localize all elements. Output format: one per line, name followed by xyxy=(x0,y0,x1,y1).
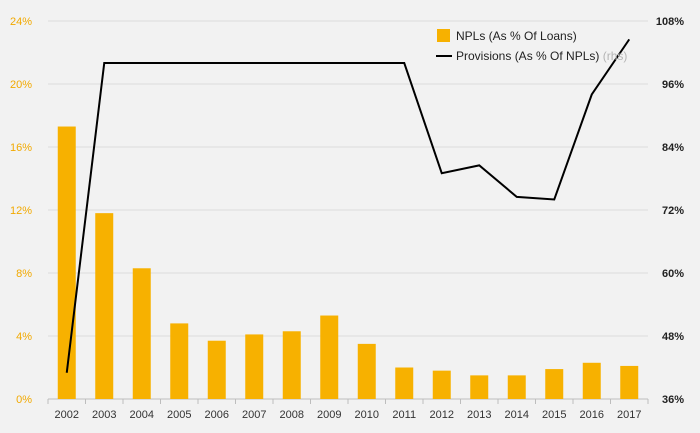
left-tick-label: 20% xyxy=(10,79,32,91)
right-tick-label: 72% xyxy=(662,205,684,217)
legend: NPLs (As % Of Loans) Provisions (As % Of… xyxy=(436,29,627,63)
left-tick-label: 16% xyxy=(10,142,32,154)
x-tick-label: 2014 xyxy=(505,409,529,421)
npl-bar xyxy=(57,126,76,400)
x-tick-label: 2016 xyxy=(580,409,604,421)
npl-bar xyxy=(170,323,189,399)
right-axis: 36% 48% 60% 72% 84% 96% 108% xyxy=(656,16,684,406)
npl-bar xyxy=(282,331,301,399)
npl-bar xyxy=(245,334,264,399)
x-tick-label: 2008 xyxy=(280,409,304,421)
left-tick-label: 8% xyxy=(16,268,32,280)
x-tick-label: 2003 xyxy=(92,409,116,421)
legend-label-provisions: Provisions (As % Of NPLs) (rhs) xyxy=(456,49,627,63)
x-tick-label: 2012 xyxy=(430,409,454,421)
npl-bar xyxy=(132,268,151,399)
npl-bar xyxy=(95,213,114,399)
right-tick-label: 36% xyxy=(662,394,684,406)
right-tick-label: 108% xyxy=(656,16,684,28)
left-axis: 0% 4% 8% 12% 16% 20% 24% xyxy=(10,16,32,406)
npl-bar xyxy=(507,375,526,399)
npl-bar xyxy=(545,369,564,399)
legend-label-npl: NPLs (As % Of Loans) xyxy=(456,29,577,43)
legend-swatch-npl xyxy=(437,29,450,42)
right-tick-label: 60% xyxy=(662,268,684,280)
x-tick-label: 2010 xyxy=(355,409,379,421)
x-tick-label: 2015 xyxy=(542,409,566,421)
npl-bar xyxy=(470,375,489,399)
right-tick-label: 96% xyxy=(662,79,684,91)
npl-bar xyxy=(582,362,601,399)
provisions-line-series xyxy=(65,38,631,373)
npl-bar xyxy=(207,340,226,399)
legend-label-provisions-rhs: (rhs) xyxy=(603,49,628,63)
x-tick-label: 2009 xyxy=(317,409,341,421)
npl-bar xyxy=(320,315,339,399)
x-tick-label: 2006 xyxy=(205,409,229,421)
legend-label-provisions-name: Provisions (As % Of NPLs) xyxy=(456,49,599,63)
x-tick-label: 2007 xyxy=(242,409,266,421)
x-tick-label: 2004 xyxy=(130,409,154,421)
left-tick-label: 0% xyxy=(16,394,32,406)
x-axis: 2002 2003 2004 2005 2006 2007 2008 2009 2010 2011… xyxy=(47,399,649,421)
x-tick-label: 2017 xyxy=(617,409,641,421)
npl-bar xyxy=(395,367,414,399)
x-tick-label: 2002 xyxy=(55,409,79,421)
left-tick-label: 24% xyxy=(10,16,32,28)
provisions-line xyxy=(65,38,631,373)
npl-bar xyxy=(432,370,451,399)
right-tick-label: 48% xyxy=(662,331,684,343)
npl-bar xyxy=(357,343,376,399)
x-tick-label: 2013 xyxy=(467,409,491,421)
x-tick-label: 2005 xyxy=(167,409,191,421)
left-tick-label: 4% xyxy=(16,331,32,343)
right-tick-label: 84% xyxy=(662,142,684,154)
npl-bar xyxy=(620,365,639,399)
npl-bars xyxy=(57,126,639,400)
x-tick-label: 2011 xyxy=(392,409,416,421)
left-tick-label: 12% xyxy=(10,205,32,217)
